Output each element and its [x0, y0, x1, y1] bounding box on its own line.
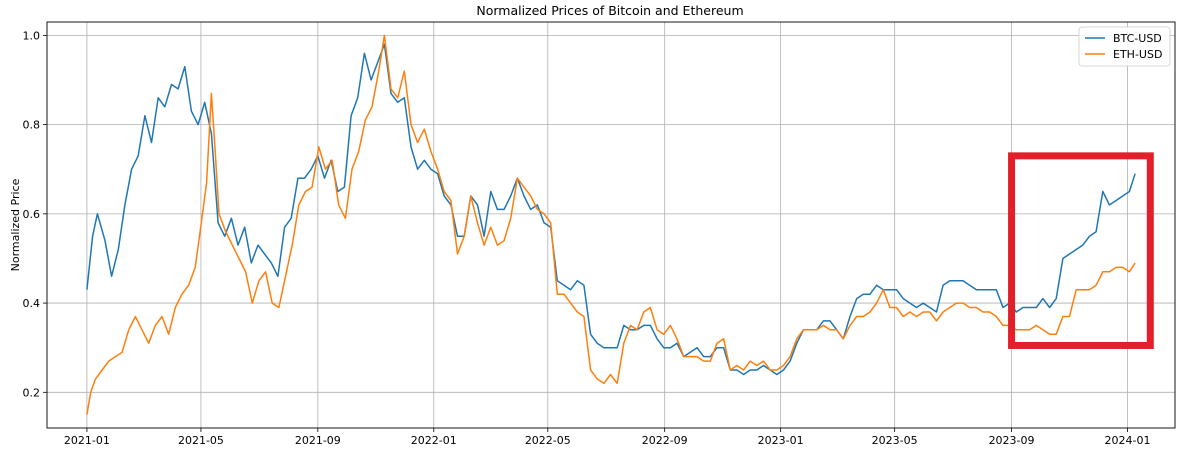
- x-tick-label: 2022-05: [525, 434, 571, 447]
- chart-title: Normalized Prices of Bitcoin and Ethereu…: [476, 3, 743, 18]
- y-tick-label: 1.0: [23, 29, 41, 42]
- y-tick-label: 0.6: [23, 208, 41, 221]
- plot-frame: [46, 21, 1176, 429]
- y-axis-label: Normalized Price: [9, 178, 22, 271]
- y-tick-label: 0.2: [23, 386, 41, 399]
- series-layer: [86, 34, 1136, 415]
- series-line-eth-usd: [86, 34, 1136, 415]
- grid-lines: [47, 22, 1175, 428]
- x-tick-label: 2021-05: [178, 434, 224, 447]
- y-axis: 0.2 0.4 0.6 0.8 1.0: [23, 29, 47, 399]
- x-axis: 2021-01 2021-05 2021-09 2022-01 2022-05 2022-…: [64, 428, 1151, 447]
- y-tick-label: 0.8: [23, 119, 41, 132]
- legend-label: ETH-USD: [1113, 48, 1162, 61]
- legend: BTC-USD ETH-USD: [1078, 26, 1171, 67]
- x-tick-label: 2022-09: [642, 434, 688, 447]
- x-tick-label: 2023-09: [989, 434, 1035, 447]
- x-tick-label: 2023-01: [758, 434, 804, 447]
- legend-label: BTC-USD: [1113, 32, 1162, 45]
- x-tick-label: 2021-09: [295, 434, 341, 447]
- annotation-layer: [1008, 152, 1154, 349]
- series-line-btc-usd: [86, 43, 1136, 376]
- x-tick-label: 2024-01: [1105, 434, 1151, 447]
- highlight-rectangle: [1008, 152, 1154, 349]
- x-tick-label: 2022-01: [411, 434, 457, 447]
- y-tick-label: 0.4: [23, 297, 41, 310]
- legend-box: [1078, 26, 1171, 67]
- x-tick-label: 2021-01: [64, 434, 110, 447]
- x-tick-label: 2023-05: [872, 434, 918, 447]
